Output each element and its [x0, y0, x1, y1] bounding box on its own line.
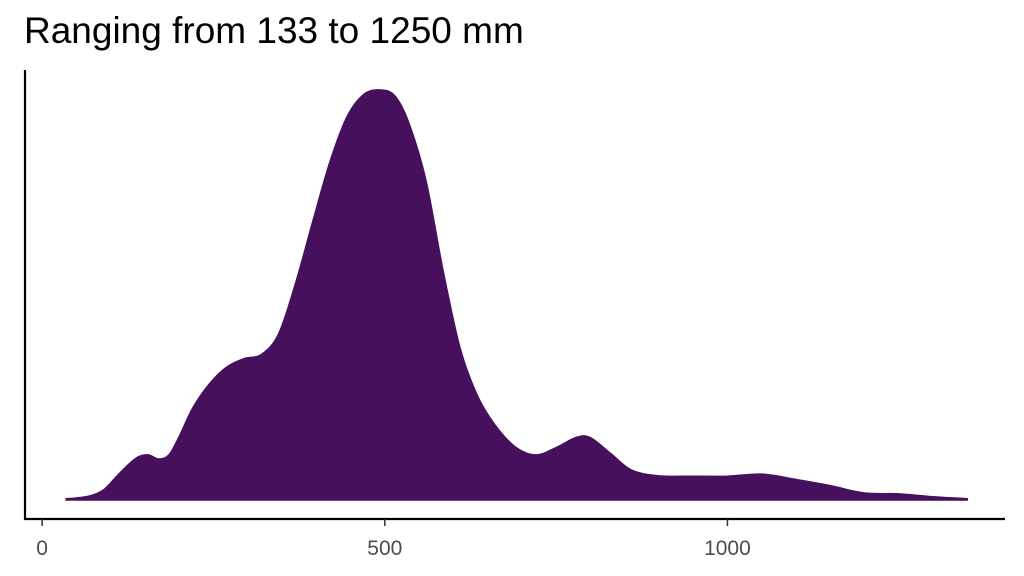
chart-title: Ranging from 133 to 1250 mm [24, 10, 524, 51]
axes: 0 500 1000 [23, 70, 1005, 560]
x-tick-label-0: 0 [36, 537, 48, 560]
density-area-0 [65, 89, 969, 501]
x-tick-label-500: 500 [367, 537, 402, 560]
x-tick-label-1000: 1000 [704, 537, 751, 560]
plot-area [65, 89, 969, 501]
